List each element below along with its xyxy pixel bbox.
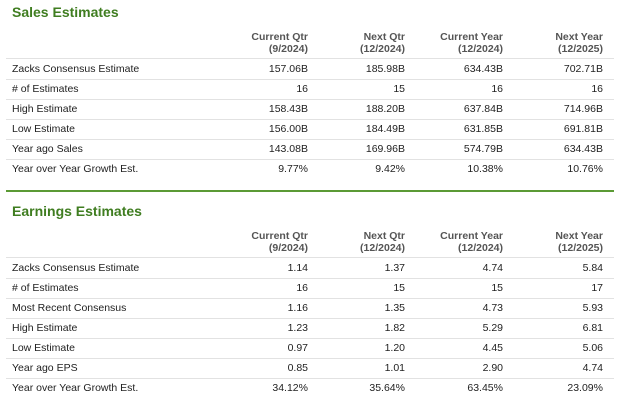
row-rule (6, 159, 614, 160)
cell-value: 634.43B (563, 143, 603, 155)
column-header: Next Qtr (363, 230, 405, 242)
cell-value: 16 (491, 83, 503, 95)
row-label: High Estimate (12, 322, 78, 334)
row-label: Year over Year Growth Est. (12, 382, 139, 394)
cell-value: 10.38% (467, 163, 503, 175)
row-rule (6, 139, 614, 140)
row-rule (6, 318, 614, 319)
column-header: Current Year (440, 230, 503, 242)
column-header: (12/2024) (458, 43, 503, 55)
cell-value: 10.76% (567, 163, 603, 175)
cell-value: 6.81 (582, 322, 603, 334)
cell-value: 143.08B (268, 143, 308, 155)
row-label: Zacks Consensus Estimate (12, 63, 140, 75)
cell-value: 1.01 (384, 362, 405, 374)
column-header: Current Qtr (251, 230, 308, 242)
column-header: (12/2024) (360, 242, 405, 254)
cell-value: 157.06B (268, 63, 308, 75)
cell-value: 574.79B (463, 143, 503, 155)
column-header: Next Qtr (363, 31, 405, 43)
cell-value: 5.93 (582, 302, 603, 314)
cell-value: 184.49B (365, 123, 405, 135)
cell-value: 35.64% (369, 382, 405, 394)
cell-value: 1.20 (384, 342, 405, 354)
column-header: (12/2024) (458, 242, 503, 254)
column-header: Next Year (555, 230, 603, 242)
column-header: (12/2025) (558, 43, 603, 55)
cell-value: 5.06 (582, 342, 603, 354)
cell-value: 9.42% (375, 163, 405, 175)
row-label: Year ago Sales (12, 143, 83, 155)
row-rule (6, 278, 614, 279)
row-label: Zacks Consensus Estimate (12, 262, 140, 274)
cell-value: 15 (393, 282, 405, 294)
cell-value: 2.90 (482, 362, 503, 374)
row-rule (6, 99, 614, 100)
row-label: Low Estimate (12, 342, 76, 354)
cell-value: 1.82 (384, 322, 405, 334)
cell-value: 0.85 (287, 362, 308, 374)
row-label: Low Estimate (12, 123, 76, 135)
cell-value: 17 (591, 282, 603, 294)
row-rule (6, 119, 614, 120)
cell-value: 1.14 (287, 262, 308, 274)
row-rule (6, 298, 614, 299)
cell-value: 1.23 (287, 322, 308, 334)
cell-value: 634.43B (463, 63, 503, 75)
cell-value: 4.45 (482, 342, 503, 354)
column-header: (12/2024) (360, 43, 405, 55)
cell-value: 5.84 (582, 262, 603, 274)
row-rule (6, 358, 614, 359)
cell-value: 156.00B (268, 123, 308, 135)
header-rule (6, 257, 614, 258)
row-label: High Estimate (12, 103, 78, 115)
row-label: Most Recent Consensus (12, 302, 127, 314)
cell-value: 169.96B (365, 143, 405, 155)
cell-value: 16 (296, 282, 308, 294)
cell-value: 1.16 (287, 302, 308, 314)
section-divider (6, 190, 614, 192)
cell-value: 15 (393, 83, 405, 95)
section-title: Earnings Estimates (12, 203, 142, 219)
cell-value: 16 (591, 83, 603, 95)
column-header: (12/2025) (558, 242, 603, 254)
row-label: Year ago EPS (12, 362, 78, 374)
row-label: # of Estimates (12, 83, 79, 95)
cell-value: 4.74 (582, 362, 603, 374)
cell-value: 188.20B (365, 103, 405, 115)
column-header: Next Year (555, 31, 603, 43)
cell-value: 5.29 (482, 322, 503, 334)
cell-value: 0.97 (287, 342, 308, 354)
row-rule (6, 378, 614, 379)
cell-value: 4.73 (482, 302, 503, 314)
cell-value: 15 (491, 282, 503, 294)
cell-value: 631.85B (463, 123, 503, 135)
cell-value: 9.77% (278, 163, 308, 175)
cell-value: 23.09% (567, 382, 603, 394)
cell-value: 4.74 (482, 262, 503, 274)
cell-value: 185.98B (365, 63, 405, 75)
cell-value: 16 (296, 83, 308, 95)
cell-value: 714.96B (563, 103, 603, 115)
section-title: Sales Estimates (12, 4, 119, 20)
cell-value: 34.12% (272, 382, 308, 394)
row-label: # of Estimates (12, 282, 79, 294)
column-header: (9/2024) (268, 242, 308, 254)
column-header: Current Qtr (251, 31, 308, 43)
row-rule (6, 79, 614, 80)
column-header: Current Year (440, 31, 503, 43)
cell-value: 637.84B (463, 103, 503, 115)
cell-value: 63.45% (467, 382, 503, 394)
cell-value: 691.81B (563, 123, 603, 135)
cell-value: 158.43B (268, 103, 308, 115)
cell-value: 1.35 (384, 302, 405, 314)
row-rule (6, 338, 614, 339)
header-rule (6, 58, 614, 59)
cell-value: 702.71B (563, 63, 603, 75)
row-label: Year over Year Growth Est. (12, 163, 139, 175)
column-header: (9/2024) (268, 43, 308, 55)
cell-value: 1.37 (384, 262, 405, 274)
